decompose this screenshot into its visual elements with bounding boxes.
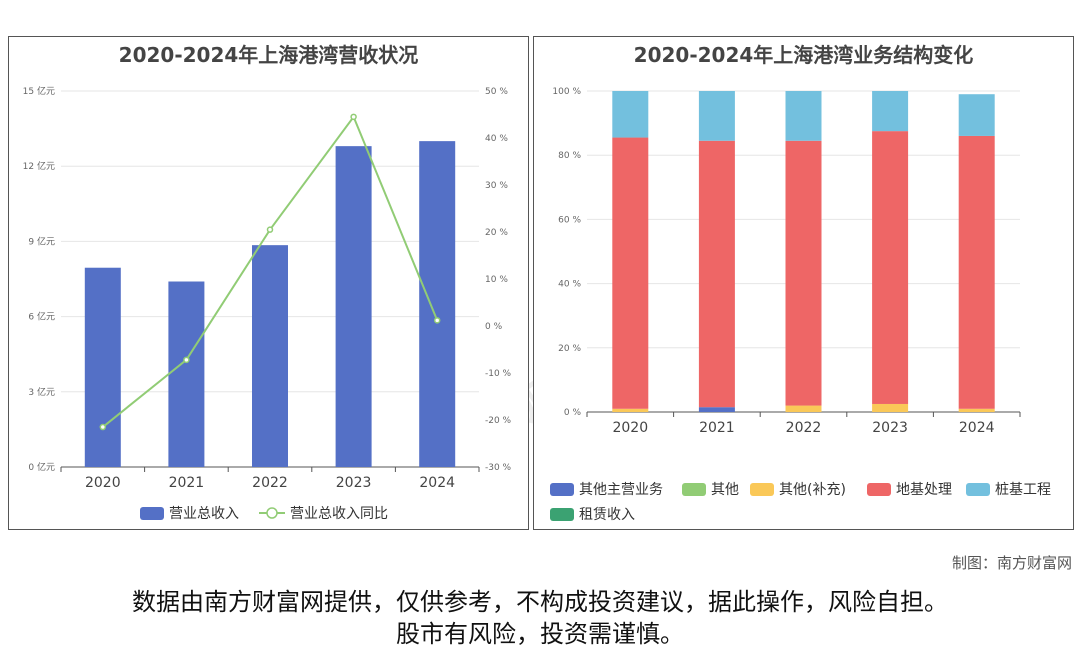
legend-swatch [966,483,990,496]
revenue-bar [335,146,372,467]
x-axis-tick-label: 2020 [612,420,648,436]
right-axis-tick-label: 50 % [485,87,508,97]
legend-label: 租赁收入 [579,507,635,523]
legend-label: 桩基工程 [995,481,1051,498]
credit-text: 制图：南方财富网 [951,554,1072,572]
stacked-bar-segment [872,91,909,132]
x-axis-tick-label: 2022 [786,420,822,436]
right-axis-tick-label: -30 % [485,463,512,473]
disclaimer-line: 数据由南方财富网提供，仅供参考，不构成投资建议，据此操作，风险自担。 [132,588,948,616]
chart-title: 2020-2024年上海港湾营收状况 [118,43,419,67]
y-axis-tick-label: 80 % [558,151,581,161]
left-axis-tick-label: 0 亿元 [28,461,55,473]
revenue-bar [252,245,288,467]
right-axis-tick-label: -10 % [485,369,512,379]
x-axis-tick-label: 2024 [959,420,995,436]
stacked-bar-segment [698,91,735,141]
legend-label: 地基处理 [896,481,952,498]
left-axis-tick-label: 15 亿元 [23,85,55,97]
right-axis-tick-label: 30 % [485,181,508,191]
left-axis-tick-label: 9 亿元 [28,235,55,247]
structure-chart: 0 % 20 % 40 % 60 % 80 % 100 % 2020 2021 2022 2023… [550,87,1051,523]
yoy-point [266,226,274,233]
right-axis-tick-label: 10 % [485,275,508,285]
revenue-chart-panel: 2020-2024年上海港湾营收状况 0 亿元 3 亿元 6 亿元 9 亿元 12 亿元… [8,36,529,530]
y-axis-tick-label: 20 % [558,344,581,354]
legend-swatch [867,483,891,496]
chart-title: 2020-2024年上海港湾业务结构变化 [633,43,974,67]
x-axis-tick-label: 2022 [252,475,288,491]
stacked-bar-segment [785,405,822,412]
stacked-bar-segment [612,408,649,412]
y-axis-tick-label: 40 % [558,280,581,290]
legend-swatch [266,507,278,519]
revenue-bar [419,141,456,467]
yoy-point [433,317,441,324]
stacked-bar-segment [612,137,649,409]
stacked-bar-segment [872,131,909,404]
x-axis-tick-label: 2021 [699,420,735,436]
x-axis-tick-label: 2023 [872,420,908,436]
legend-label: 营业总收入同比 [290,506,388,522]
x-axis-tick-label: 2024 [419,475,455,491]
legend-swatch [682,483,706,496]
y-axis-tick-label: 0 % [564,408,582,418]
stacked-bar-segment [612,91,649,138]
x-axis-tick-label: 2020 [85,475,121,491]
left-axis-tick-label: 6 亿元 [28,311,55,323]
y-axis-tick-label: 60 % [558,215,581,225]
legend-swatch [140,507,164,520]
legend-label: 其他主营业务 [579,482,663,498]
legend-swatch [550,508,574,521]
x-axis-tick-label: 2021 [169,475,205,491]
right-axis-tick-label: 40 % [485,134,508,144]
legend-label: 其他 [711,482,739,498]
x-axis-tick-label: 2023 [336,475,372,491]
revenue-chart: 0 亿元 3 亿元 6 亿元 9 亿元 12 亿元 15 亿元 -30 % -20 % -10 … [23,85,512,522]
structure-chart-panel: 2020-2024年上海港湾业务结构变化 0 % 20 % 40 % 60 % 80 %… [533,36,1074,530]
right-axis-tick-label: -20 % [485,416,512,426]
stacked-bar-segment [958,135,995,409]
stacked-bar-segment [698,407,735,412]
y-axis-tick-label: 100 % [552,87,581,97]
revenue-bar [84,267,121,467]
right-axis-tick-label: 20 % [485,228,508,238]
right-axis-tick-label: 0 % [485,322,503,332]
stacked-bar-segment [872,403,909,412]
yoy-point [350,113,357,121]
legend-swatch [750,483,774,496]
stacked-bar-segment [785,91,822,141]
yoy-point [183,356,190,364]
legend-label: 营业总收入 [169,506,239,522]
left-axis-tick-label: 3 亿元 [28,386,55,398]
legend-label: 其他(补充) [779,482,846,498]
disclaimer-line: 股市有风险，投资需谨慎。 [396,620,684,648]
stacked-bar-segment [958,94,995,136]
stacked-bar-segment [698,140,735,408]
left-axis-tick-label: 12 亿元 [23,160,55,172]
revenue-bar [168,281,205,467]
stacked-bar-segment [785,140,822,406]
legend-swatch [550,483,574,496]
stacked-bar-segment [958,408,995,412]
yoy-point [99,423,107,431]
